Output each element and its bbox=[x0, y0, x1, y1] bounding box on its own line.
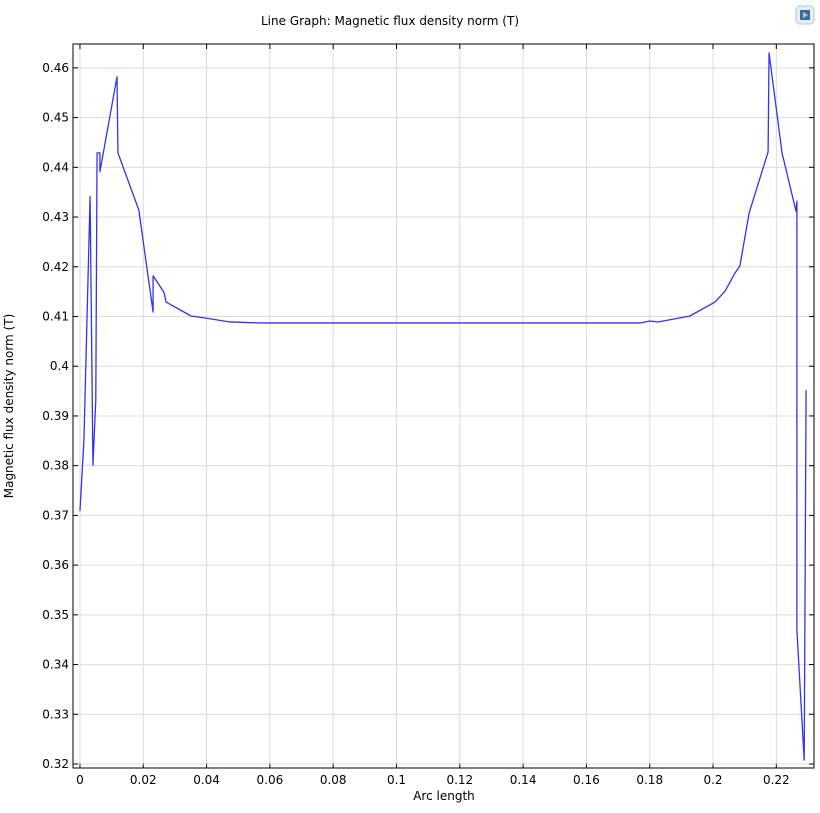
chart-title: Line Graph: Magnetic flux density norm (… bbox=[261, 14, 519, 28]
x-tick-label: 0.12 bbox=[446, 773, 473, 787]
y-tick-label: 0.34 bbox=[42, 658, 69, 672]
x-tick-label: 0.08 bbox=[320, 773, 347, 787]
y-tick-label: 0.46 bbox=[42, 61, 69, 75]
x-tick-label: 0.02 bbox=[130, 773, 157, 787]
x-tick-label: 0.14 bbox=[510, 773, 537, 787]
y-tick-label: 0.37 bbox=[42, 508, 69, 522]
y-tick-label: 0.42 bbox=[42, 260, 69, 274]
y-tick-label: 0.4 bbox=[50, 359, 69, 373]
x-tick-label: 0.2 bbox=[703, 773, 722, 787]
x-tick-label: 0.16 bbox=[573, 773, 600, 787]
icon-glyph[interactable] bbox=[803, 12, 808, 18]
x-tick-label: 0.04 bbox=[193, 773, 220, 787]
y-tick-label: 0.38 bbox=[42, 459, 69, 473]
y-tick-label: 0.35 bbox=[42, 608, 69, 622]
x-tick-label: 0.1 bbox=[387, 773, 406, 787]
y-tick-label: 0.45 bbox=[42, 111, 69, 125]
y-tick-label: 0.44 bbox=[42, 160, 69, 174]
y-tick-label: 0.33 bbox=[42, 707, 69, 721]
x-tick-label: 0.22 bbox=[763, 773, 790, 787]
y-tick-label: 0.39 bbox=[42, 409, 69, 423]
x-tick-label: 0.18 bbox=[636, 773, 663, 787]
y-tick-label: 0.32 bbox=[42, 757, 69, 771]
x-tick-label: 0.06 bbox=[257, 773, 284, 787]
data-line bbox=[79, 52, 807, 761]
plot-frame bbox=[72, 43, 815, 769]
plot-area bbox=[73, 44, 814, 768]
x-axis-label: Arc length bbox=[413, 789, 475, 803]
x-tick-label: 0 bbox=[76, 773, 84, 787]
y-tick-label: 0.36 bbox=[42, 558, 69, 572]
y-tick-label: 0.43 bbox=[42, 210, 69, 224]
icon[interactable] bbox=[795, 5, 815, 25]
y-tick-label: 0.41 bbox=[42, 309, 69, 323]
y-axis-label: Magnetic flux density norm (T) bbox=[2, 314, 16, 499]
